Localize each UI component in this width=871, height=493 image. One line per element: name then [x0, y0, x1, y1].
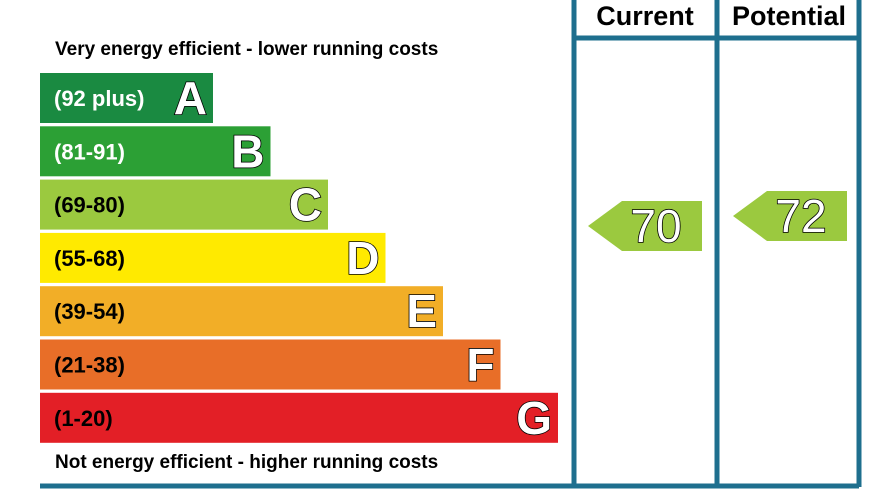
- rating-bands: (92 plus) A(81-91) B(69-80) C(55-68) D(39-54…: [40, 71, 558, 445]
- band-range-label: (39-54): [54, 299, 125, 324]
- potential-rating-arrow: 72: [733, 189, 847, 243]
- band-range-label: (55-68): [54, 246, 125, 271]
- band-b: (81-91) B: [40, 125, 271, 178]
- current-rating-arrow-value: 70: [630, 200, 681, 252]
- band-bar-c: [40, 179, 328, 230]
- band-range-label: (92 plus): [54, 86, 144, 111]
- table-frame: [40, 0, 862, 489]
- band-bar-a: [40, 73, 213, 123]
- band-letter: F: [466, 339, 494, 391]
- band-range-label: (81-91): [54, 139, 125, 164]
- current-column-header: Current: [596, 1, 694, 31]
- current-rating-arrow: 70: [588, 199, 702, 253]
- band-bar-f: [40, 339, 501, 390]
- band-range-label: (69-80): [54, 193, 125, 218]
- band-letter: G: [516, 392, 552, 444]
- band-e: (39-54) E: [40, 284, 443, 338]
- potential-rating-arrow-value: 72: [775, 190, 826, 242]
- band-range-label: (21-38): [54, 353, 125, 378]
- current-rating-arrow-shape: [588, 201, 702, 251]
- band-c: (69-80) C: [40, 178, 328, 231]
- band-letter: B: [231, 125, 264, 177]
- band-bar-e: [40, 286, 443, 337]
- band-g: (1-20) G: [40, 391, 558, 445]
- band-bar-b: [40, 126, 271, 177]
- band-letter: C: [289, 179, 322, 231]
- top-caption: Very energy efficient - lower running co…: [55, 39, 438, 60]
- band-bar-g: [40, 392, 558, 443]
- bottom-caption: Not energy efficient - higher running co…: [55, 452, 438, 473]
- band-bar-d: [40, 232, 386, 283]
- band-f: (21-38) F: [40, 338, 501, 391]
- band-range-label: (1-20): [54, 406, 113, 431]
- band-d: (55-68) D: [40, 231, 386, 285]
- potential-column-header: Potential: [732, 1, 846, 31]
- potential-rating-arrow-shape: [733, 191, 847, 241]
- band-a: (92 plus) A: [40, 71, 213, 125]
- band-letter: D: [346, 232, 379, 284]
- rating-arrows: 70 72: [588, 189, 847, 253]
- band-letter: E: [406, 285, 437, 337]
- band-letter: A: [174, 72, 207, 124]
